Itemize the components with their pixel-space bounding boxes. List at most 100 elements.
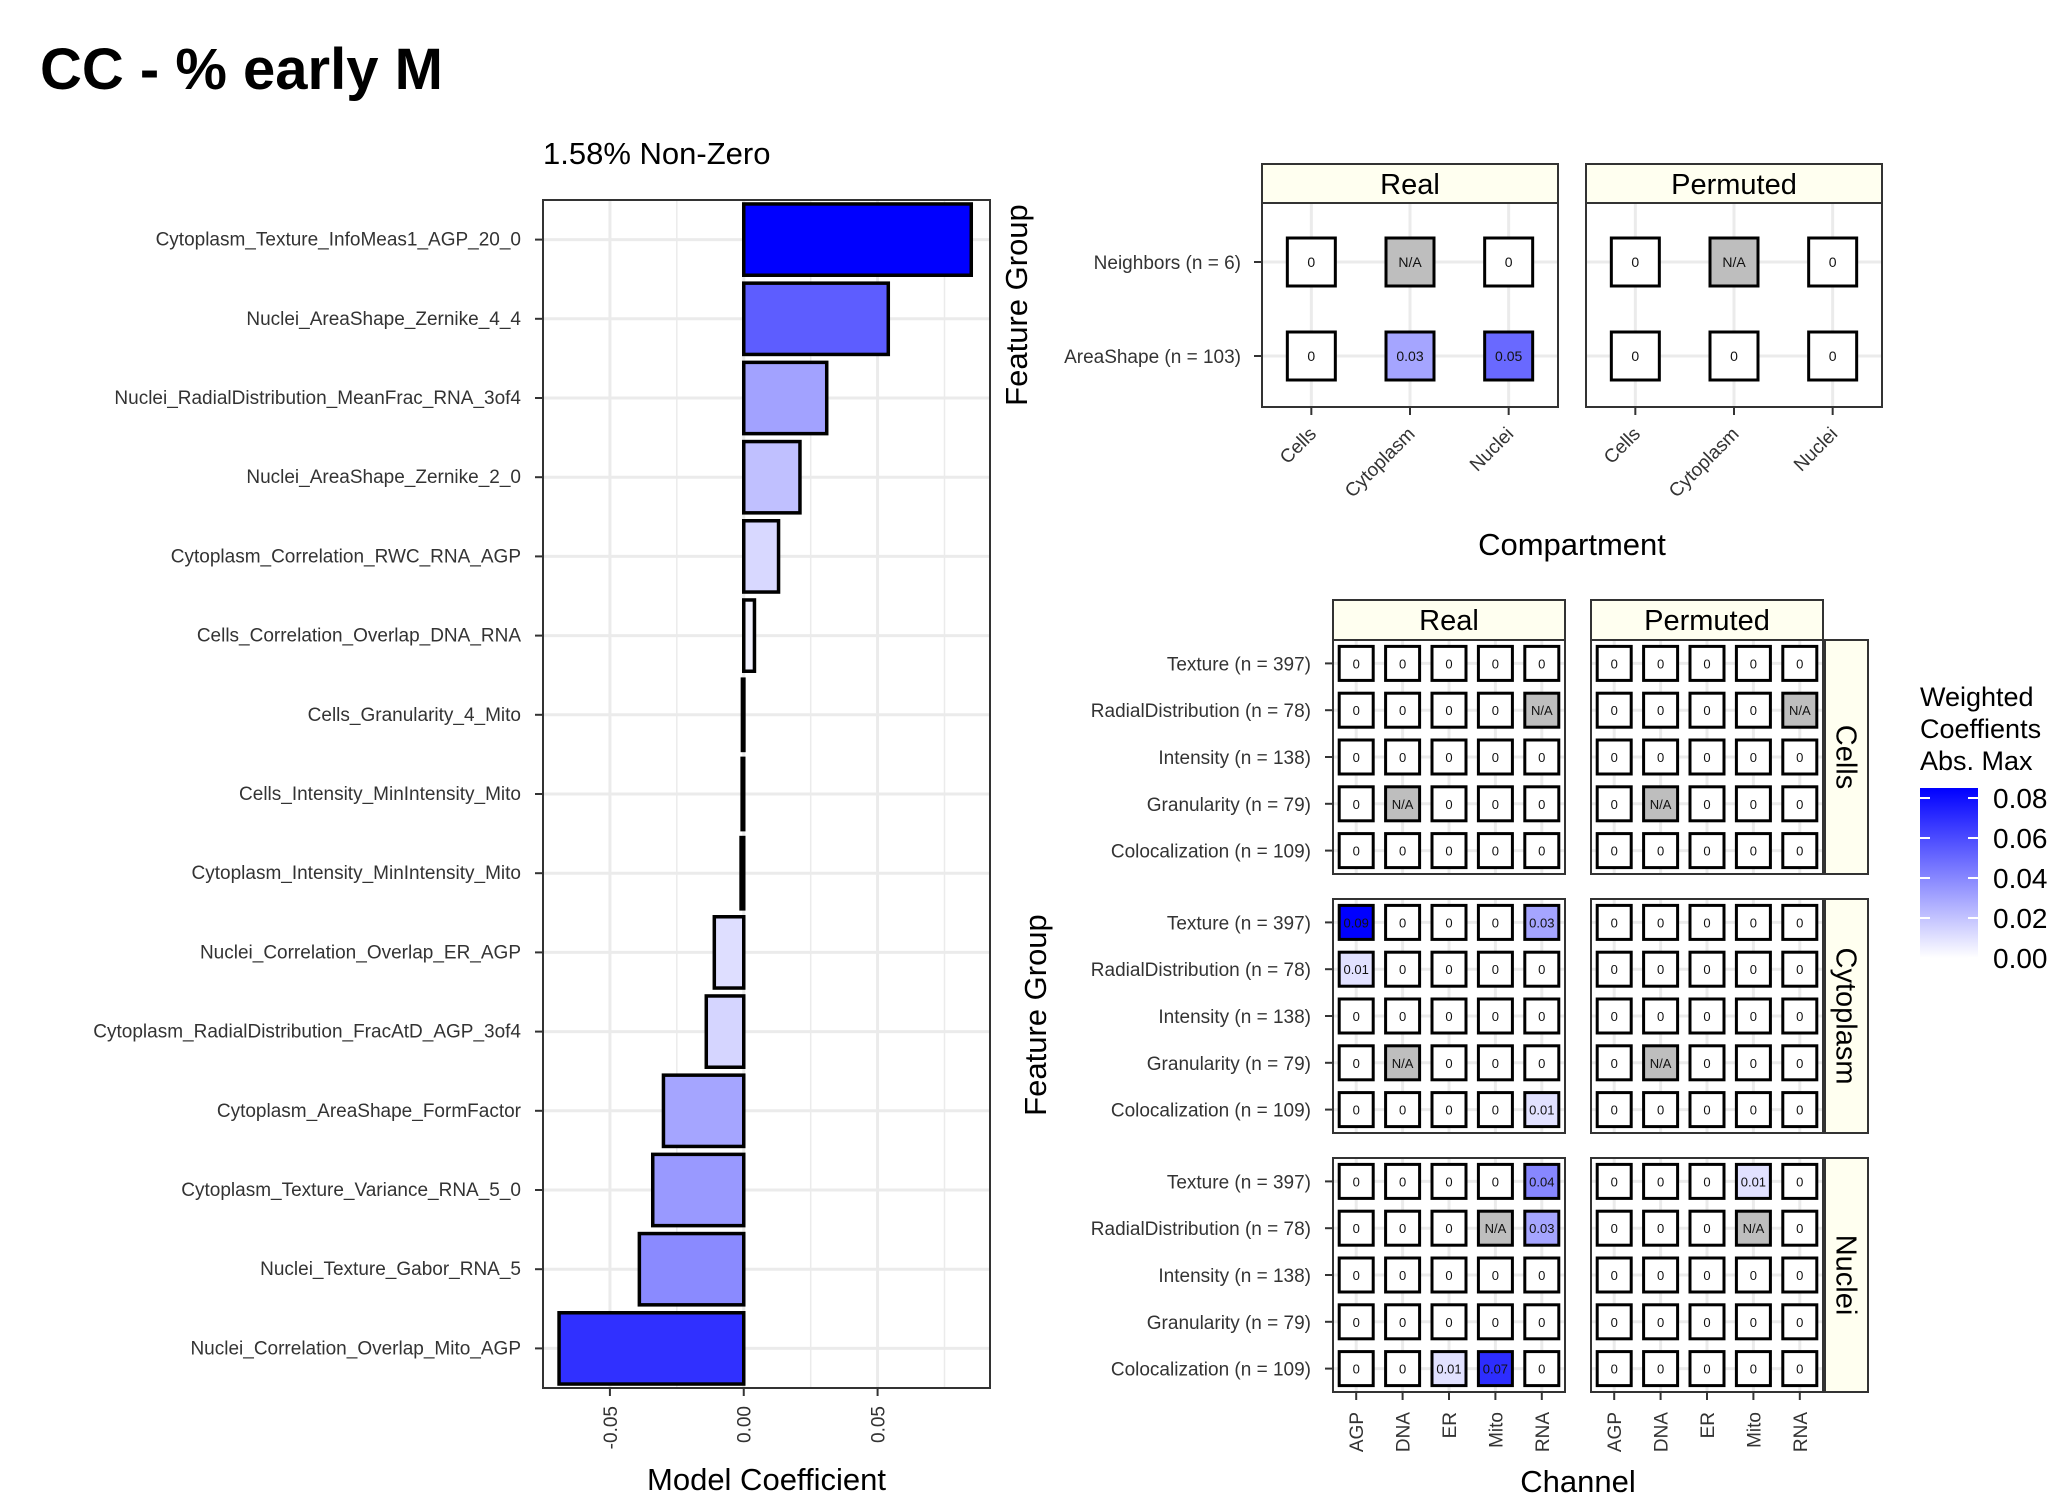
y-tick-label: Intensity (n = 138) — [1158, 748, 1311, 769]
cell-label: 0 — [1445, 1268, 1452, 1283]
cell-label: 0 — [1657, 1268, 1664, 1283]
cell-label: 0 — [1492, 915, 1499, 930]
heatmap-cell — [1642, 1303, 1680, 1341]
cell-label: 0 — [1399, 1221, 1406, 1236]
cell-label: 0 — [1399, 962, 1406, 977]
channel-heatmap: Real Permuted 0 0 0 0 0 0 0 0 0 N/A 0 0 0 0 0 0 N/A 0 0 0 0 0 0 0… — [1018, 599, 1869, 1499]
cell-label: 0 — [1796, 750, 1803, 765]
y-tick-label: Cells_Intensity_MinIntensity_Mito — [239, 784, 521, 805]
heatmap-cell — [1642, 738, 1680, 776]
heatmap-cell — [1688, 691, 1726, 729]
y-tick-label: Cytoplasm_RadialDistribution_FracAtD_AGP… — [93, 1022, 521, 1043]
heatmap-cell — [1337, 1162, 1375, 1200]
heatmap-cell — [1384, 1044, 1422, 1082]
y-axis-title: Feature Group — [999, 204, 1034, 406]
cell-label: N/A — [1485, 1221, 1507, 1236]
heatmap-cell — [1781, 785, 1819, 823]
heatmap-cell — [1384, 997, 1422, 1035]
heatmap-cell — [1642, 1350, 1680, 1388]
y-tick-label: Nuclei_RadialDistribution_MeanFrac_RNA_3… — [114, 388, 521, 409]
heatmap-cell — [1430, 1162, 1468, 1200]
cell-label: 0 — [1399, 1268, 1406, 1283]
cell-label: 0 — [1538, 1362, 1545, 1377]
heatmap-cell — [1384, 903, 1422, 941]
heatmap-cell — [1734, 644, 1772, 682]
y-tick-label: Cytoplasm_Intensity_MinIntensity_Mito — [192, 863, 521, 884]
heatmap-cell — [1523, 832, 1561, 870]
heatmap-cell — [1476, 832, 1514, 870]
x-tick-label: Cytoplasm — [1665, 424, 1743, 502]
cell-label: 0 — [1611, 962, 1618, 977]
x-tick-label: DNA — [1652, 1412, 1673, 1452]
x-tick-label: RNA — [1791, 1412, 1812, 1452]
cell-label: 0 — [1750, 962, 1757, 977]
y-tick-label: Cytoplasm_Texture_Variance_RNA_5_0 — [181, 1180, 521, 1201]
bar — [637, 1231, 746, 1307]
cell-label: 0 — [1657, 703, 1664, 718]
cell-label: 0 — [1750, 1056, 1757, 1071]
heatmap-cell — [1337, 950, 1375, 988]
cell-label: 0 — [1353, 656, 1360, 671]
cell-label: 0 — [1631, 348, 1639, 364]
bar — [741, 598, 757, 673]
bar — [741, 360, 829, 436]
cell-label: 0 — [1703, 962, 1710, 977]
heatmap-cell — [1384, 644, 1422, 682]
heatmap-cell — [1476, 1091, 1514, 1129]
bar — [741, 519, 781, 594]
cell-label: 0 — [1750, 656, 1757, 671]
heatmap-cell — [1781, 1162, 1819, 1200]
cell-label: 0 — [1538, 844, 1545, 859]
heatmap-cell — [1337, 1303, 1375, 1341]
x-tick-label: AGP — [1605, 1412, 1626, 1452]
heatmap-cell — [1430, 644, 1468, 682]
panel-border — [1590, 639, 1824, 875]
compartment-heatmap: Real 0 N/A 0 0 0.03 0.05 Cells Cytoplasm Nuclei Pe… — [999, 163, 1883, 562]
legend-title: Coeffients — [1920, 714, 2041, 744]
heatmap-cell — [1523, 1091, 1561, 1129]
facet-strip — [1824, 898, 1869, 1134]
cell-label: 0 — [1703, 1221, 1710, 1236]
heatmap-cell — [1430, 903, 1468, 941]
heatmap-cell — [1595, 1044, 1633, 1082]
heatmap-cell — [1523, 1303, 1561, 1341]
heatmap-cell — [1337, 785, 1375, 823]
legend-tick-label: 0.06 — [1993, 823, 2048, 854]
facet-strip — [1590, 599, 1824, 641]
cell-label: 0 — [1703, 1103, 1710, 1118]
heatmap-cell — [1781, 1256, 1819, 1294]
heatmap-cell — [1337, 1044, 1375, 1082]
cell-label: 0 — [1631, 254, 1639, 270]
bar — [704, 994, 746, 1069]
heatmap-cell — [1483, 330, 1535, 382]
heatmap-cell — [1523, 644, 1561, 682]
cell-label: 0 — [1611, 703, 1618, 718]
y-tick-label: Granularity (n = 79) — [1147, 1054, 1311, 1075]
facet-strip — [1824, 1157, 1869, 1393]
heatmap-cell — [1285, 236, 1337, 288]
facet-strip-label: Cytoplasm — [1830, 948, 1862, 1085]
cell-label: 0 — [1796, 797, 1803, 812]
heatmap-cell — [1688, 1091, 1726, 1129]
cell-label: 0 — [1611, 1056, 1618, 1071]
heatmap-cell — [1642, 1091, 1680, 1129]
heatmap-cell — [1337, 1256, 1375, 1294]
cell-label: 0 — [1445, 962, 1452, 977]
y-tick-label: Cytoplasm_AreaShape_FormFactor — [217, 1101, 522, 1122]
facet-strip — [1261, 163, 1559, 204]
cell-label: 0 — [1829, 348, 1837, 364]
facet-strip-label: Permuted — [1671, 169, 1797, 201]
cell-label: 0 — [1492, 1174, 1499, 1189]
cell-label: 0 — [1538, 1009, 1545, 1024]
cell-label: N/A — [1392, 797, 1414, 812]
x-tick-label: -0.05 — [601, 1406, 622, 1449]
y-tick-label: Colocalization (n = 109) — [1111, 1101, 1311, 1122]
cell-label: 0 — [1399, 1174, 1406, 1189]
heatmap-cell — [1476, 1162, 1514, 1200]
cell-label: 0 — [1703, 1315, 1710, 1330]
x-tick-label: 0.05 — [869, 1406, 890, 1443]
heatmap-cell — [1642, 832, 1680, 870]
heatmap-cell — [1384, 950, 1422, 988]
cell-label: 0 — [1492, 1268, 1499, 1283]
cell-label: 0 — [1445, 797, 1452, 812]
